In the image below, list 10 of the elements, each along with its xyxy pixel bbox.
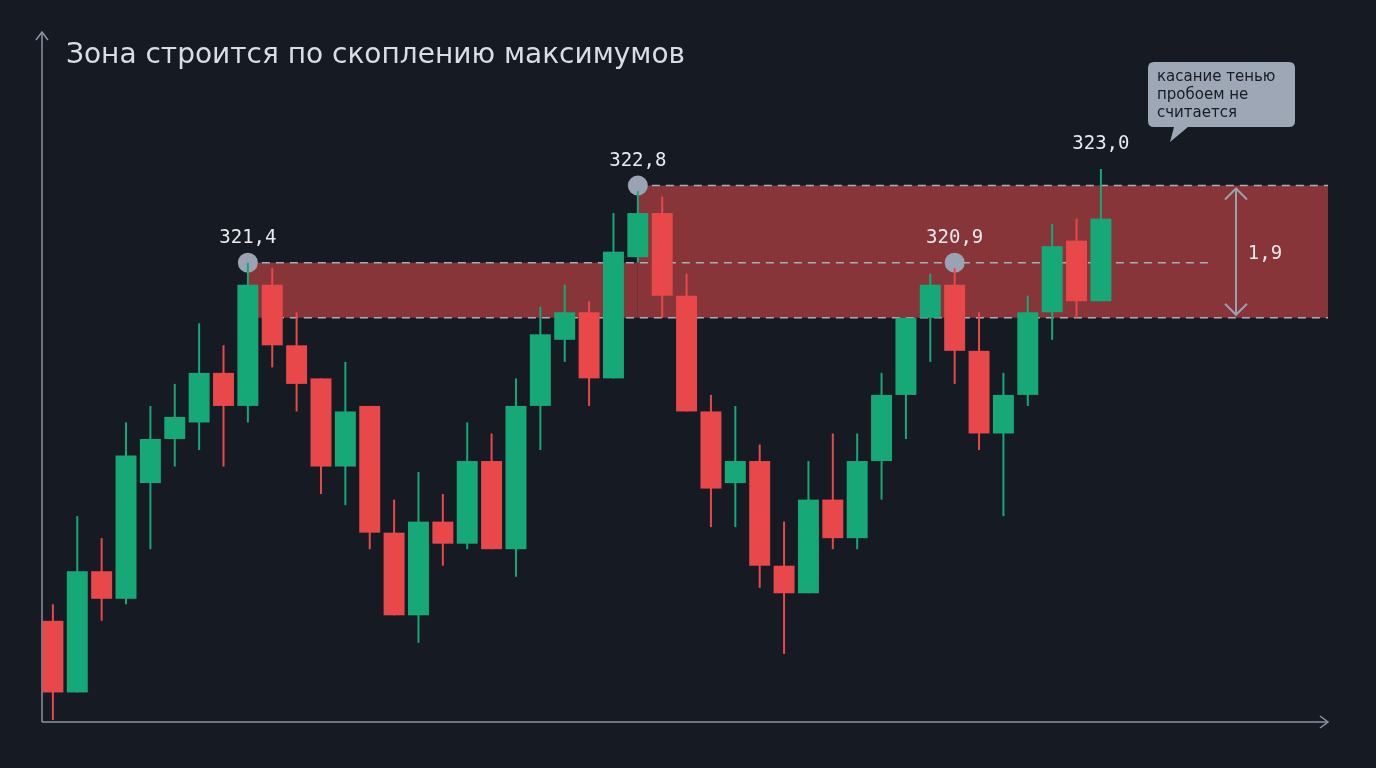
- annotation: 320,9: [926, 224, 984, 247]
- candlestick: [724, 404, 746, 529]
- annotation: 321,4: [219, 224, 277, 247]
- annotation: 323,0: [1072, 131, 1130, 153]
- candlestick: [164, 382, 186, 468]
- chart-title: Зона строится по скоплению максимумов: [66, 37, 686, 70]
- text: касание тенью пробоем не считается: [1157, 67, 1276, 121]
- band-label: 1,9: [1247, 240, 1283, 263]
- annotation: 322,8: [609, 147, 667, 170]
- candlestick: [432, 493, 454, 567]
